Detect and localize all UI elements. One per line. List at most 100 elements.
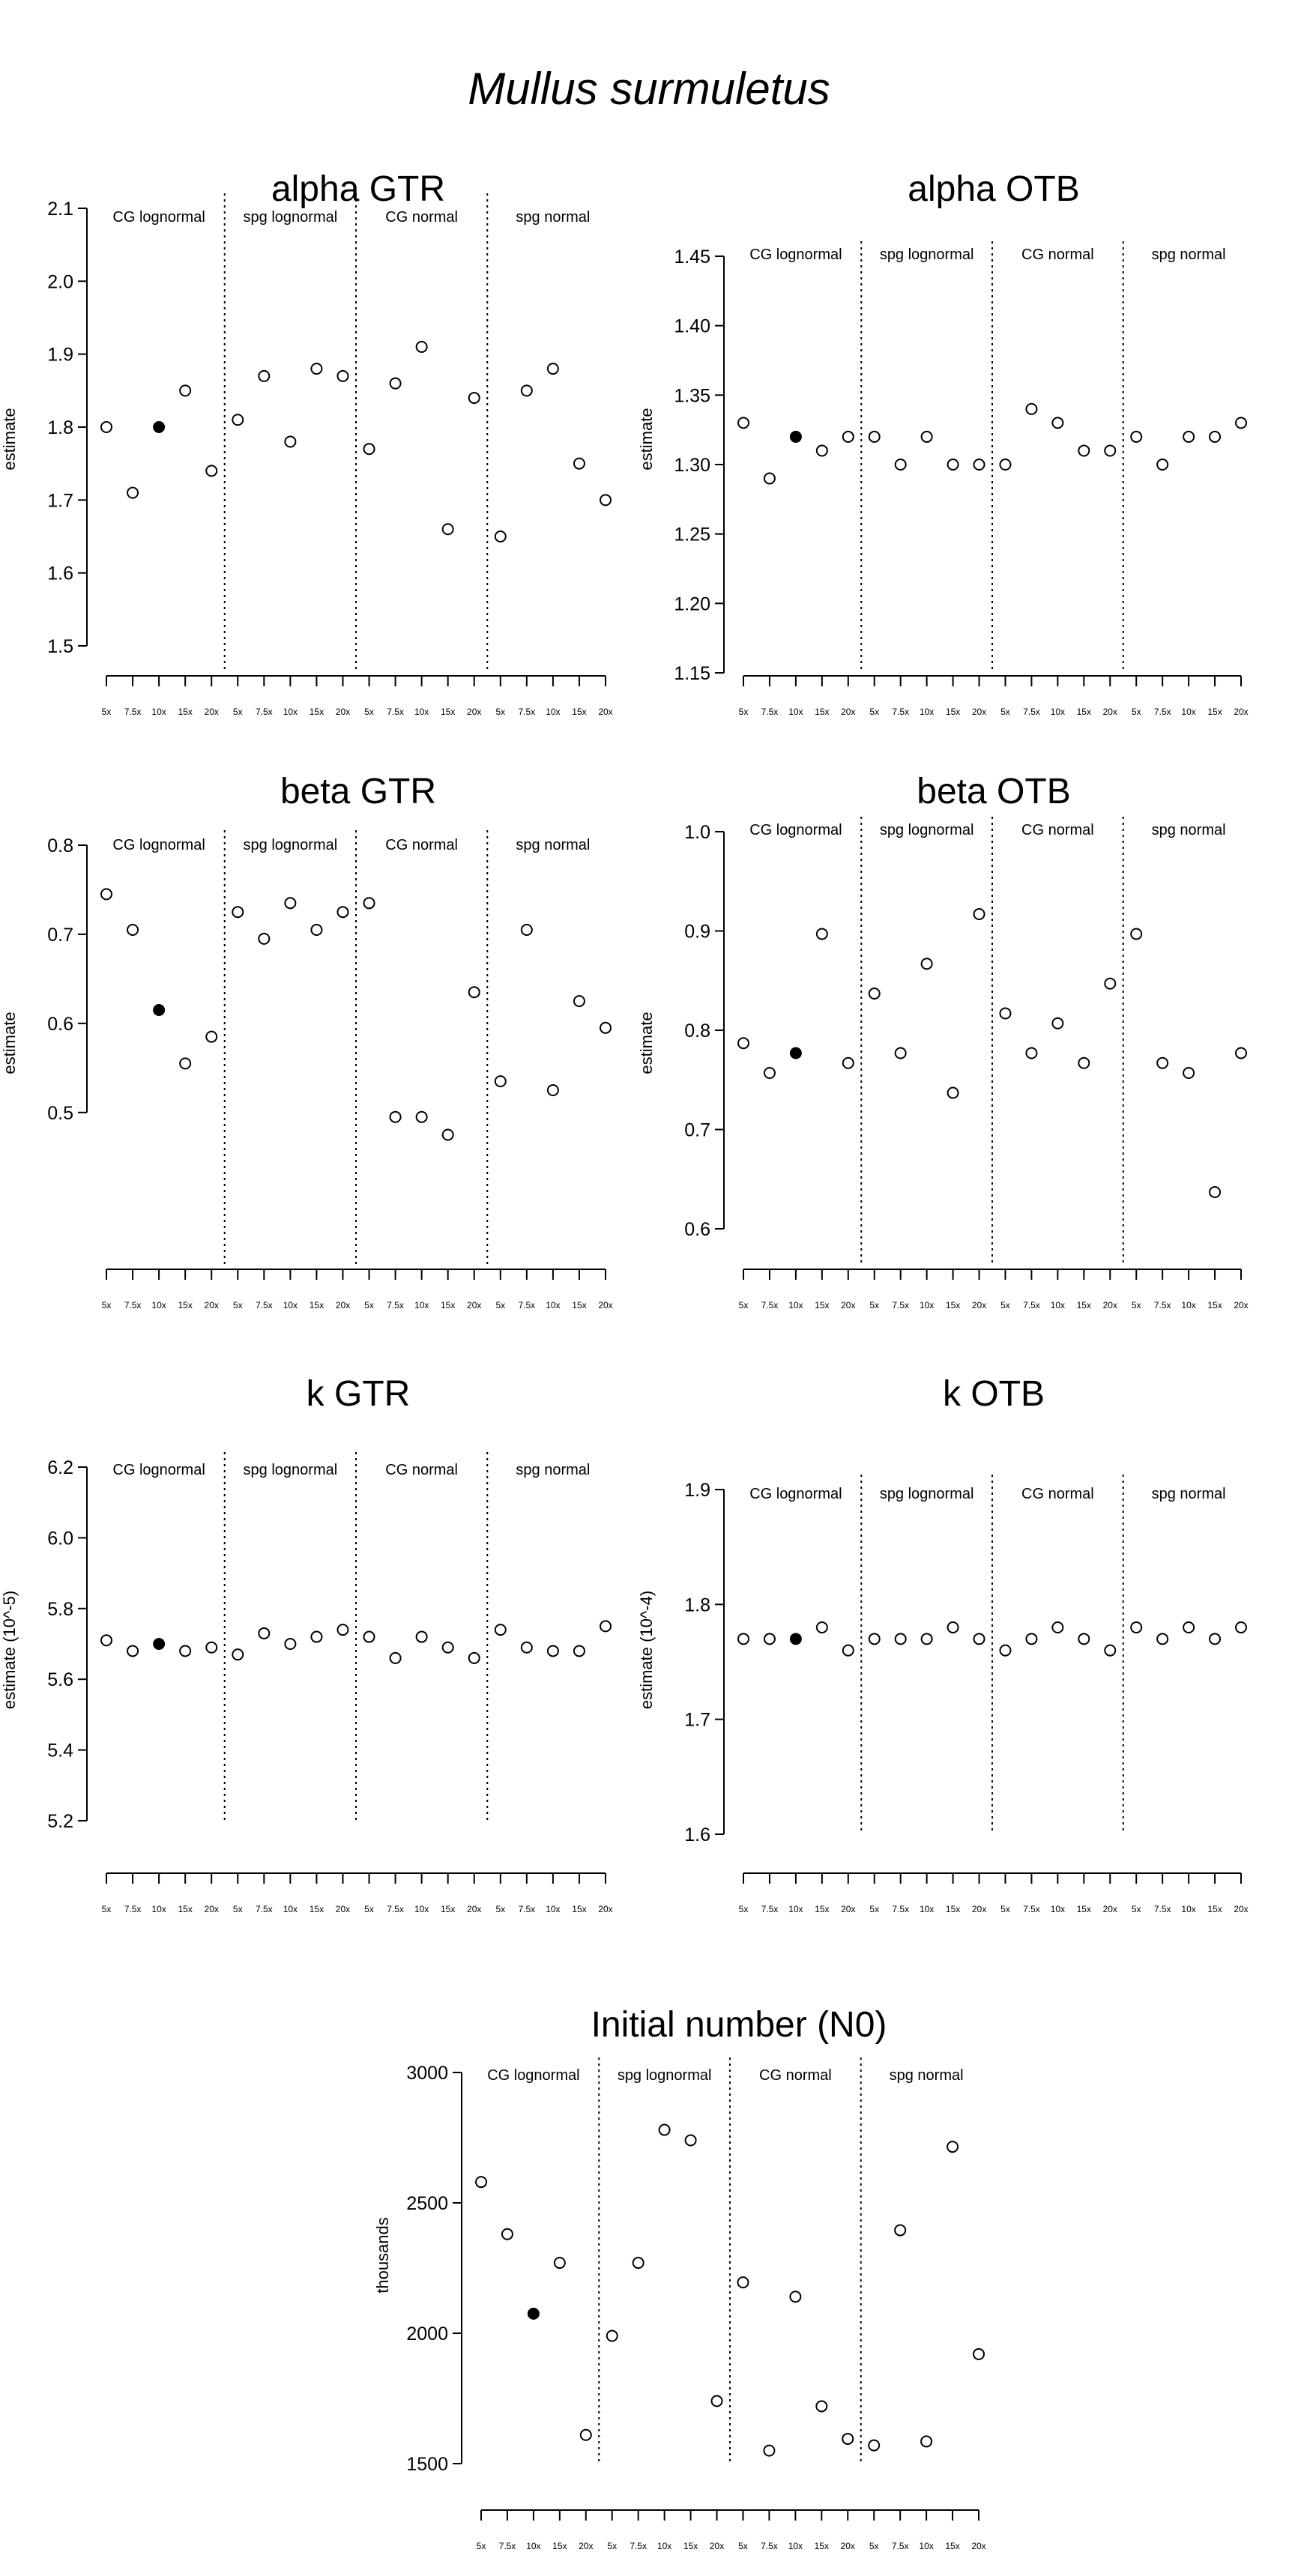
data-point xyxy=(1130,1621,1143,1633)
data-point xyxy=(546,1084,559,1097)
x-tick-label: 7.5x xyxy=(1023,1904,1040,1914)
x-tick-label: 20x xyxy=(1103,1300,1117,1310)
x-tick-label: 5x xyxy=(738,2541,748,2551)
x-tick-label: 15x xyxy=(310,707,324,717)
data-point xyxy=(1209,430,1222,443)
y-tick-label: 0.6 xyxy=(684,1219,710,1240)
data-point xyxy=(763,1633,776,1645)
x-tick-label: 10x xyxy=(414,1904,429,1914)
x-tick-label: 5x xyxy=(495,1904,505,1914)
y-axis-label: estimate (10^-4) xyxy=(637,1591,656,1709)
x-tick-label: 7.5x xyxy=(1023,1300,1040,1310)
x-tick-label: 10x xyxy=(1181,1300,1195,1310)
y-tick-label: 1.7 xyxy=(684,1710,710,1731)
y-tick-label: 1.8 xyxy=(47,417,73,438)
y-tick-label: 1.0 xyxy=(684,822,710,843)
data-point xyxy=(763,1066,776,1079)
x-tick-label: 5x xyxy=(102,707,112,717)
group-label: spg normal xyxy=(1152,247,1226,263)
x-tick-label: 7.5x xyxy=(1154,707,1171,717)
x-tick-label: 15x xyxy=(1207,1300,1222,1310)
data-point xyxy=(232,906,244,919)
panel-title: beta OTB xyxy=(917,772,1070,811)
data-point xyxy=(1130,928,1143,940)
data-point xyxy=(1209,1633,1222,1645)
y-tick-label: 1.5 xyxy=(47,636,73,657)
data-point xyxy=(494,1624,507,1636)
x-tick-label: 15x xyxy=(815,2541,829,2551)
group-label: CG lognormal xyxy=(112,1462,205,1478)
x-tick-label: 5x xyxy=(869,2541,879,2551)
group-label: spg lognormal xyxy=(880,247,974,263)
y-tick-label: 5.6 xyxy=(47,1669,73,1690)
x-tick-label: 20x xyxy=(971,2541,985,2551)
data-point xyxy=(973,1633,985,1645)
data-point xyxy=(999,1007,1012,1020)
x-tick-label: 7.5x xyxy=(124,1300,142,1310)
x-tick-label: 20x xyxy=(972,1300,986,1310)
data-point xyxy=(501,2228,513,2240)
data-point xyxy=(468,986,480,999)
group-label: CG normal xyxy=(1021,822,1094,838)
x-tick-label: 5x xyxy=(364,1904,374,1914)
data-point xyxy=(894,1633,907,1645)
data-point xyxy=(468,392,480,405)
x-tick-label: 20x xyxy=(598,1904,612,1914)
x-tick-label: 10x xyxy=(1181,1904,1195,1914)
x-tick-label: 5x xyxy=(364,1300,374,1310)
data-point xyxy=(815,1621,828,1633)
data-point xyxy=(415,1630,428,1643)
data-point xyxy=(1235,1047,1247,1059)
x-tick-label: 10x xyxy=(546,707,560,717)
group-label: CG normal xyxy=(385,1462,458,1478)
x-tick-label: 15x xyxy=(178,707,192,717)
x-tick-label: 20x xyxy=(336,707,350,717)
x-tick-label: 10x xyxy=(414,707,429,717)
x-tick-label: 7.5x xyxy=(124,707,142,717)
data-point xyxy=(205,465,218,477)
x-tick-label: 15x xyxy=(310,1300,324,1310)
data-point xyxy=(100,1634,112,1647)
group-label: CG lognormal xyxy=(749,1486,842,1502)
data-point xyxy=(573,995,585,1008)
y-axis-label: estimate xyxy=(637,408,656,470)
y-tick-label: 5.4 xyxy=(47,1741,73,1762)
x-tick-label: 7.5x xyxy=(518,1300,535,1310)
y-tick-label: 1.45 xyxy=(674,247,710,267)
data-point xyxy=(1104,977,1117,990)
x-tick-label: 5x xyxy=(495,1300,505,1310)
data-point xyxy=(579,2428,592,2441)
data-point xyxy=(179,1645,192,1657)
data-point xyxy=(284,897,297,910)
x-tick-label: 5x xyxy=(495,707,505,717)
group-label: spg lognormal xyxy=(618,2067,712,2084)
y-tick-label: 5.8 xyxy=(47,1599,73,1620)
data-point xyxy=(947,459,959,471)
x-tick-label: 7.5x xyxy=(892,2541,909,2551)
x-tick-label: 20x xyxy=(841,1904,855,1914)
y-tick-label: 0.5 xyxy=(47,1103,73,1124)
y-tick-label: 5.2 xyxy=(47,1811,73,1832)
panel-k-otb: k OTB estimate (10^-4) 1.6 1.7 1.8 1.9 5x 7.5… xyxy=(637,1374,1249,1914)
x-tick-label: 10x xyxy=(657,2541,671,2551)
x-tick-label: 20x xyxy=(467,1300,481,1310)
data-point xyxy=(1078,1056,1090,1069)
group-label: spg lognormal xyxy=(244,837,338,853)
x-tick-label: 10x xyxy=(546,1904,560,1914)
x-tick-label: 7.5x xyxy=(630,2541,647,2551)
x-tick-label: 5x xyxy=(102,1300,112,1310)
x-tick-label: 7.5x xyxy=(387,1904,404,1914)
x-tick-label: 15x xyxy=(946,1904,960,1914)
data-point xyxy=(127,923,139,936)
x-tick-label: 5x xyxy=(869,707,879,717)
x-tick-label: 15x xyxy=(815,707,829,717)
x-tick-label: 15x xyxy=(1077,1300,1091,1310)
data-point xyxy=(310,363,323,375)
x-tick-label: 5x xyxy=(739,707,749,717)
x-tick-label: 20x xyxy=(467,1904,481,1914)
x-tick-label: 7.5x xyxy=(518,707,535,717)
y-tick-label: 6.0 xyxy=(47,1528,73,1549)
data-point-highlight xyxy=(527,2307,540,2320)
data-point xyxy=(232,414,244,426)
x-tick-label: 10x xyxy=(151,1300,166,1310)
